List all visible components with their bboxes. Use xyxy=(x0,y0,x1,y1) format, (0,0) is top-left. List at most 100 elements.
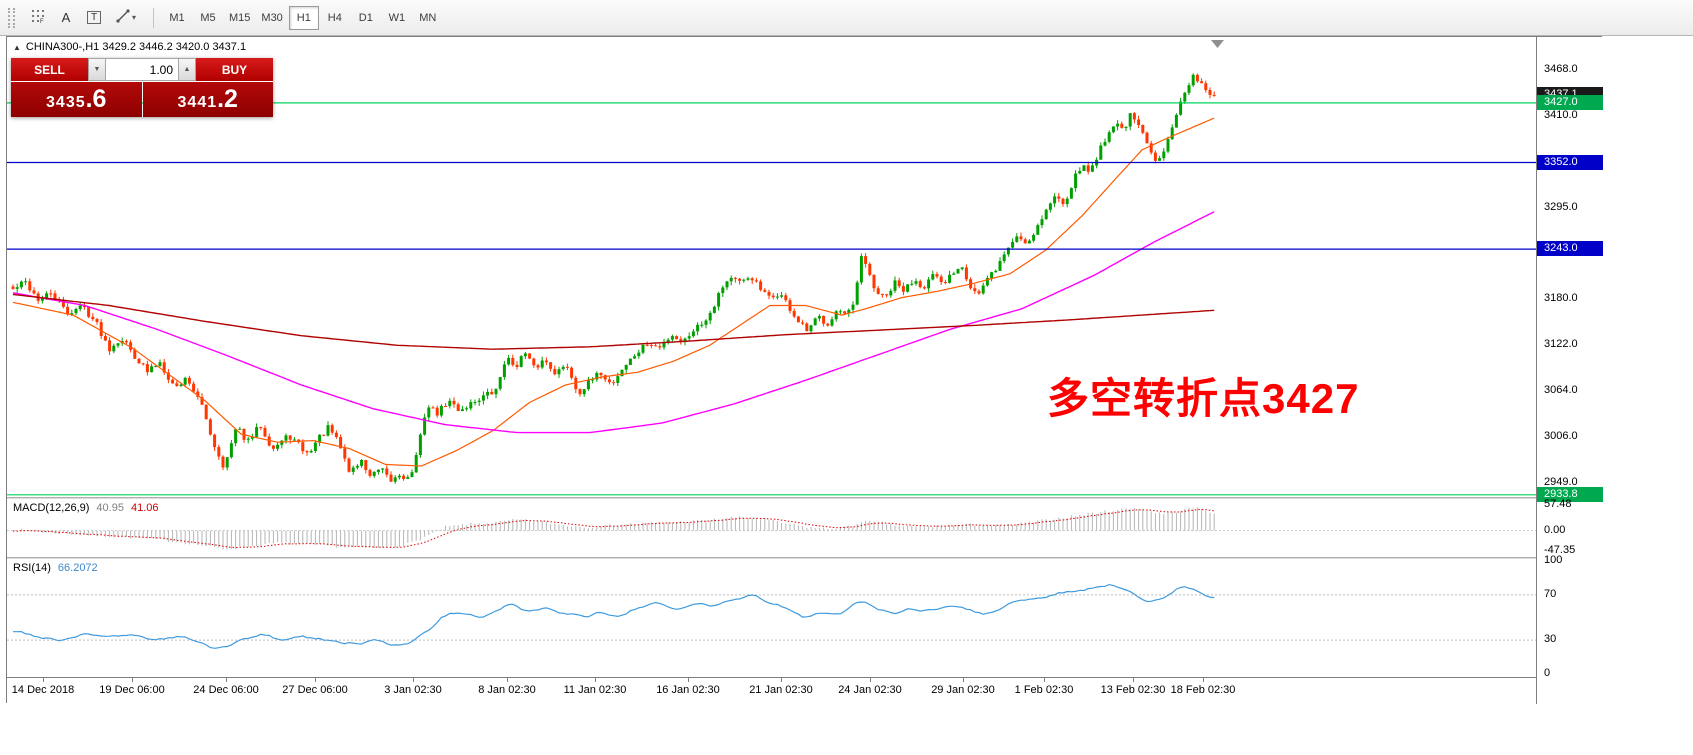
price-axis-label: 3410.0 xyxy=(1544,109,1578,122)
rsi-canvas[interactable] xyxy=(7,559,1536,677)
rsi-axis-label: 0 xyxy=(1544,667,1551,679)
time-axis-label: 18 Feb 02:30 xyxy=(1170,684,1236,696)
price-axis-label: 3064.0 xyxy=(1544,384,1578,397)
shapes-tool-button[interactable]: ▾ xyxy=(109,6,143,30)
tf-button-mn[interactable]: MN xyxy=(419,11,437,24)
time-axis-label: 27 Dec 06:00 xyxy=(282,684,348,696)
time-axis-tick xyxy=(963,678,964,682)
toolbar-separator xyxy=(153,7,154,28)
time-axis-label: 3 Jan 02:30 xyxy=(384,684,442,696)
price-axis-tag: 3352.0 xyxy=(1537,154,1603,170)
macd-value-signal: 41.06 xyxy=(130,502,159,514)
macd-axis-label: -47.35 xyxy=(1544,544,1576,557)
one-click-trade-panel: SELL ▼ ▲ BUY 3435 .6 3441 .2 xyxy=(11,58,273,117)
price-axis-label: 3006.0 xyxy=(1544,430,1578,443)
time-axis-label: 13 Feb 02:30 xyxy=(1100,684,1166,696)
tf-button-w1[interactable]: W1 xyxy=(388,11,406,24)
rsi-axis-label: 30 xyxy=(1544,633,1557,646)
volume-input[interactable] xyxy=(106,58,178,81)
time-axis[interactable]: 14 Dec 2018 19 Dec 06:00 24 Dec 06:00 27 De… xyxy=(7,677,1601,703)
chart-window: ▲ CHINA300-,H1 3429.2 3446.2 3420.0 3437… xyxy=(6,36,1603,704)
one-click-collapse-icon[interactable]: ▲ xyxy=(13,42,21,52)
time-axis-tick xyxy=(43,678,44,682)
time-axis-label: 14 Dec 2018 xyxy=(11,684,75,696)
price-axis-label: 3122.0 xyxy=(1544,338,1578,351)
volume-spinner[interactable]: ▲ xyxy=(178,58,196,81)
price-axis[interactable]: 3468.0 3410.0 3295.0 3180.0 3122.0 3064.0 3006… xyxy=(1536,37,1603,704)
time-axis-label: 11 Jan 02:30 xyxy=(563,684,627,696)
rsi-label: RSI(14) xyxy=(13,562,51,574)
grid-tool-button[interactable]: F xyxy=(25,6,51,30)
rsi-header: RSI(14) 66.2072 xyxy=(13,562,98,574)
chart-ohlc-header: ▲ CHINA300-,H1 3429.2 3446.2 3420.0 3437… xyxy=(13,41,246,53)
grid-tool-icon: F xyxy=(31,9,45,26)
time-axis-tick xyxy=(1044,678,1045,682)
time-axis-tick xyxy=(132,678,133,682)
rsi-value: 66.2072 xyxy=(57,562,98,574)
toolbar-grip[interactable] xyxy=(8,7,15,28)
volume-dropdown-button[interactable]: ▼ xyxy=(88,58,106,81)
time-axis-label: 24 Jan 02:30 xyxy=(838,684,902,696)
chart-title-ohlc: CHINA300-,H1 3429.2 3446.2 3420.0 3437.1 xyxy=(25,41,247,53)
price-axis-label: 2949.0 xyxy=(1544,475,1578,488)
timeframe-bar: M1 M5 M15 M30 H1 H4 D1 W1 MN xyxy=(162,5,443,30)
macd-axis-label: 0.00 xyxy=(1544,523,1566,536)
time-axis-tick xyxy=(781,678,782,682)
buy-price-main: 3441 xyxy=(177,94,218,111)
time-axis-tick xyxy=(413,678,414,682)
panel-splitter-rsi[interactable] xyxy=(7,557,1601,559)
time-axis-tick xyxy=(315,678,316,682)
time-axis-tick xyxy=(507,678,508,682)
toolbar: F A T ▾ M1 M5 M15 M30 H1 H4 D1 W1 MN xyxy=(0,0,1693,36)
time-axis-label: 24 Dec 06:00 xyxy=(193,684,259,696)
sell-price-main: 3435 xyxy=(46,94,86,111)
price-axis-label: 3180.0 xyxy=(1544,292,1578,305)
time-axis-label: 1 Feb 02:30 xyxy=(1014,684,1074,696)
time-axis-tick xyxy=(226,678,227,682)
time-axis-tick xyxy=(1133,678,1134,682)
chart-annotation-text[interactable]: 多空转折点3427 xyxy=(1047,375,1360,422)
price-axis-tag: 2933.8 xyxy=(1537,486,1603,502)
time-axis-tick xyxy=(870,678,871,682)
macd-value-main: 40.95 xyxy=(96,502,124,514)
macd-canvas[interactable] xyxy=(7,499,1536,557)
time-axis-label: 21 Jan 02:30 xyxy=(749,684,813,696)
tf-button-m5[interactable]: M5 xyxy=(200,11,216,24)
tf-button-h1[interactable]: H1 xyxy=(288,5,319,30)
sell-button[interactable]: SELL xyxy=(11,58,88,81)
buy-button[interactable]: BUY xyxy=(196,58,273,81)
tf-button-m15[interactable]: M15 xyxy=(229,11,251,24)
dropdown-caret-icon: ▾ xyxy=(131,13,136,22)
svg-text:F: F xyxy=(40,19,44,23)
price-axis-label: 3295.0 xyxy=(1544,200,1578,213)
text-tool-button[interactable]: T xyxy=(81,6,107,30)
chevron-down-icon: ▼ xyxy=(93,66,101,73)
time-axis-tick xyxy=(1203,678,1204,682)
tf-button-d1[interactable]: D1 xyxy=(358,11,373,24)
sell-price[interactable]: 3435 .6 xyxy=(11,82,142,117)
price-chart-canvas[interactable] xyxy=(7,37,1536,497)
sell-price-frac: .6 xyxy=(85,85,107,113)
tf-button-m30[interactable]: M30 xyxy=(261,11,283,24)
chevron-up-icon: ▲ xyxy=(183,66,191,73)
macd-axis-label: 57.48 xyxy=(1544,498,1572,511)
arrow-tool-button[interactable]: A xyxy=(53,6,79,30)
shapes-tool-icon xyxy=(116,9,130,26)
macd-label: MACD(12,26,9) xyxy=(13,502,90,514)
price-axis-label: 3468.0 xyxy=(1544,63,1578,76)
price-axis-tag: 3243.0 xyxy=(1537,241,1603,257)
tf-button-h4[interactable]: H4 xyxy=(327,11,342,24)
time-axis-label: 29 Jan 02:30 xyxy=(931,684,995,696)
rsi-axis-label: 70 xyxy=(1544,587,1557,600)
buy-price[interactable]: 3441 .2 xyxy=(142,82,273,117)
time-axis-tick xyxy=(595,678,596,682)
time-axis-label: 19 Dec 06:00 xyxy=(99,684,165,696)
time-axis-label: 16 Jan 02:30 xyxy=(656,684,720,696)
rsi-axis-label: 100 xyxy=(1544,554,1563,566)
time-axis-tick xyxy=(688,678,689,682)
arrow-tool-icon: A xyxy=(61,10,71,25)
tf-button-m1[interactable]: M1 xyxy=(169,11,185,24)
panel-splitter-macd[interactable] xyxy=(7,497,1601,499)
macd-header: MACD(12,26,9) 40.95 41.06 xyxy=(13,502,158,514)
time-axis-label: 8 Jan 02:30 xyxy=(478,684,536,696)
